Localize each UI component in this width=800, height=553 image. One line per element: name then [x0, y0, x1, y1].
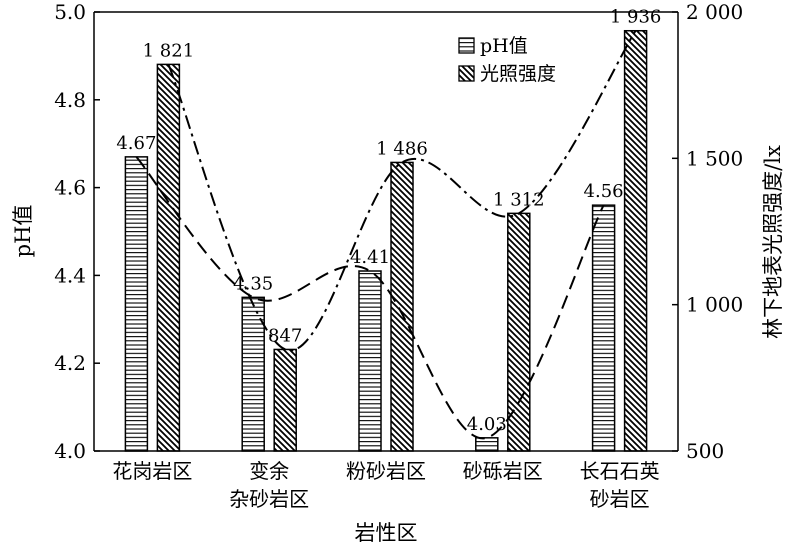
- bar-ph: [358, 270, 382, 452]
- left-tick-label: 4.6: [54, 176, 86, 200]
- right-axis-title: 林下地表光照强度/lx: [761, 145, 785, 339]
- legend-label-light: 光照强度: [480, 63, 556, 85]
- data-label-light: 1 936: [610, 7, 662, 28]
- left-tick-label: 5.0: [54, 0, 86, 24]
- data-label-ph: 4.03: [467, 414, 507, 435]
- trend-line-light: [167, 30, 637, 352]
- bar-ph: [475, 437, 499, 452]
- data-label-light: 1 821: [143, 40, 195, 61]
- right-tick-label: 500: [686, 439, 724, 463]
- category-label: 砂砾岩区: [463, 459, 543, 483]
- left-tick-label: 4.8: [54, 88, 86, 112]
- legend: pH值 光照强度: [458, 35, 556, 85]
- right-tick-label: 1 500: [686, 146, 743, 170]
- trend-lines: [135, 30, 637, 440]
- left-axis-title: pH值: [11, 205, 35, 258]
- data-label-light: 1 486: [376, 138, 428, 159]
- left-tick-label: 4.4: [54, 263, 86, 287]
- data-label-ph: 4.41: [350, 247, 390, 268]
- bar-light: [156, 63, 181, 452]
- category-label: 砂岩区: [590, 487, 650, 511]
- left-axis-ticks: 4.0 4.2 4.4 4.6 4.8 5.0: [54, 0, 100, 463]
- category-label: 长石石英: [580, 459, 660, 483]
- bar-light: [273, 348, 297, 452]
- legend-swatch-light: [458, 65, 475, 82]
- left-tick-label: 4.2: [54, 351, 86, 375]
- right-axis-ticks: 500 1 000 1 500 2 000: [672, 0, 743, 463]
- category-label: 粉砂岩区: [346, 459, 426, 483]
- bar-light: [623, 29, 648, 452]
- axes: [93, 11, 679, 452]
- left-tick-label: 4.0: [54, 439, 86, 463]
- data-label-ph: 4.67: [116, 133, 156, 154]
- bars: [124, 29, 648, 452]
- bar-labels: 4.67 1 821 4.35 847 4.41 1 486 4.03 1 312 4.56 1 …: [116, 7, 661, 435]
- data-label-light: 847: [268, 325, 302, 346]
- x-axis-title: 岩性区: [355, 521, 418, 545]
- data-label-light: 1 312: [493, 189, 545, 210]
- legend-label-ph: pH值: [480, 35, 528, 57]
- data-label-ph: 4.56: [584, 181, 624, 202]
- legend-swatch-ph: [458, 37, 475, 54]
- category-label: 变余: [249, 459, 289, 483]
- data-label-ph: 4.35: [233, 273, 273, 294]
- right-tick-label: 1 000: [686, 293, 743, 317]
- bar-ph: [591, 204, 616, 452]
- trend-line-ph: [135, 156, 605, 440]
- category-label: 杂砂岩区: [229, 487, 309, 511]
- bar-ph: [124, 156, 149, 452]
- right-tick-label: 2 000: [686, 0, 743, 24]
- category-label: 花岗岩区: [112, 459, 192, 483]
- bar-light: [390, 161, 414, 452]
